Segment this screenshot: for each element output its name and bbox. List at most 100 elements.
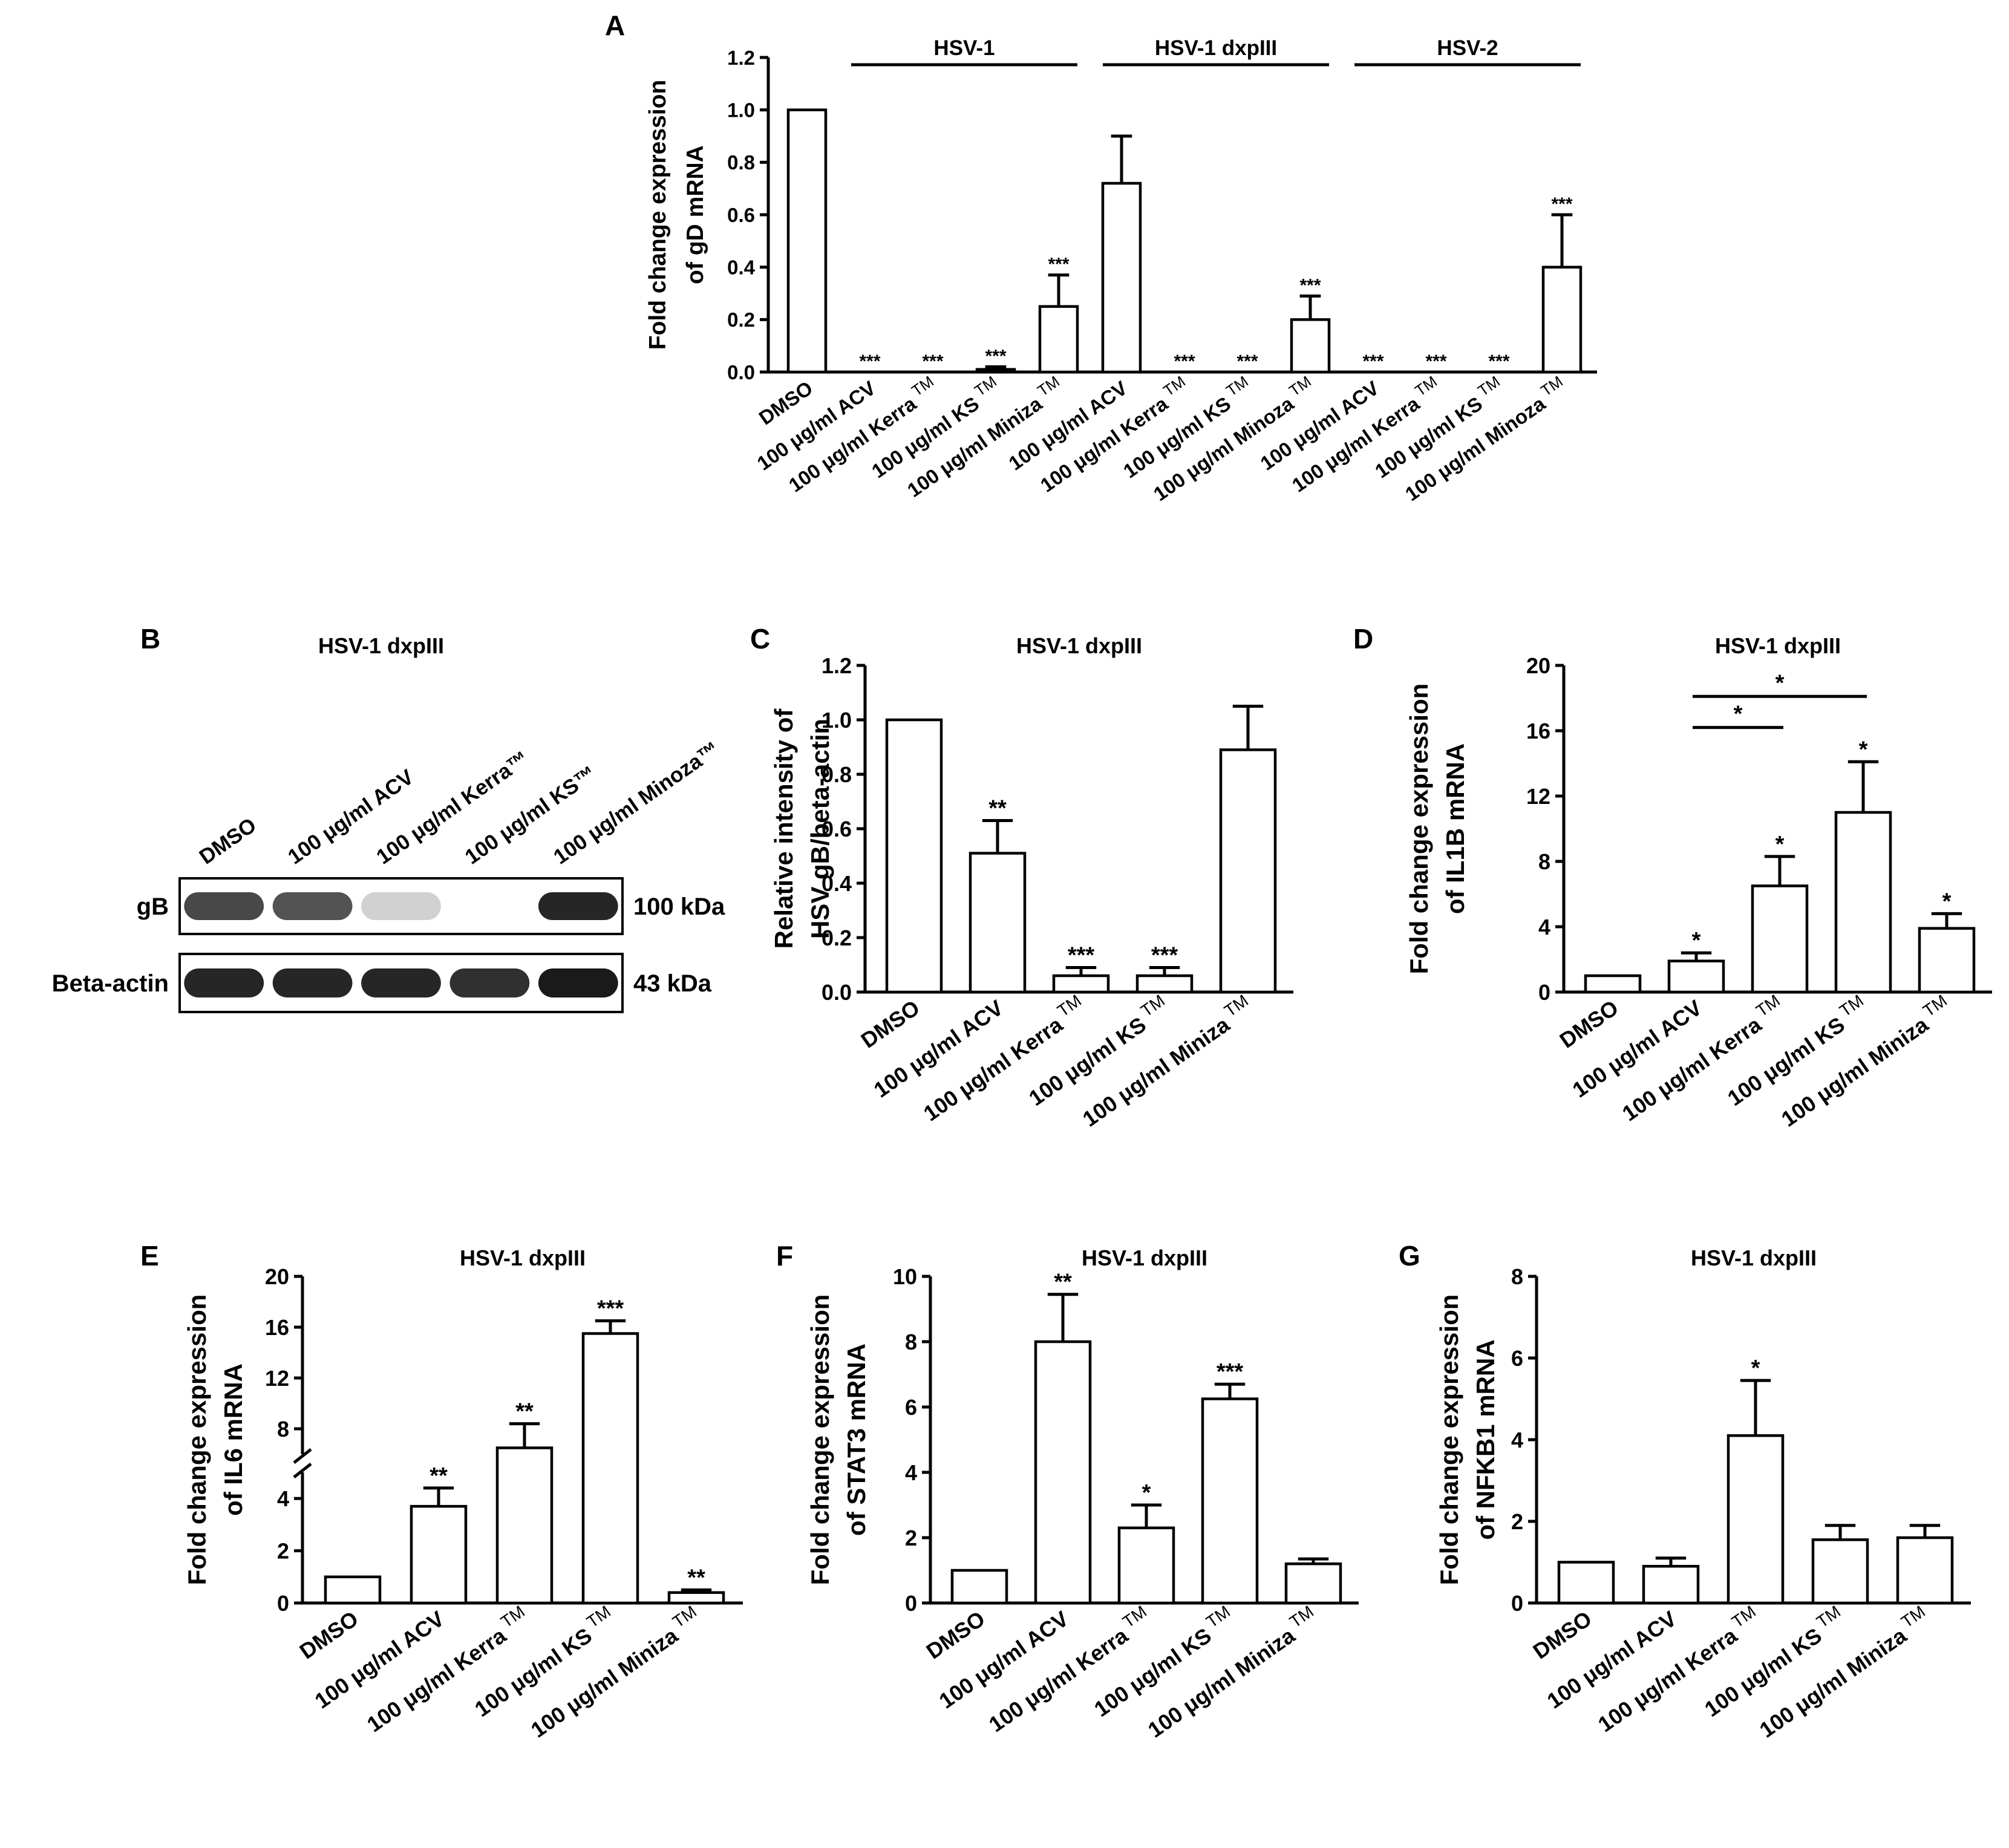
bar [950, 1569, 1008, 1605]
trademark-mark: TM [1919, 991, 1950, 1020]
significance-marker: ** [515, 1399, 534, 1425]
x-tick-label-text: 100 μg/ml Kerra [362, 1622, 511, 1737]
blot-band [449, 968, 530, 997]
x-tick-label: 100 μg/ml KSTM [1021, 991, 1174, 1111]
bar [975, 368, 1016, 374]
trademark-mark: TM [1475, 373, 1503, 400]
y-tick-label: 16 [265, 1315, 289, 1340]
blot-row-label: gB [137, 893, 169, 920]
y-tick-label: 12 [265, 1366, 289, 1391]
blot-lane-label: DMSO [195, 813, 260, 869]
panel-letter-c: C [750, 623, 770, 655]
y-tick-label: 0.4 [727, 256, 756, 279]
y-axis-label: Fold change expression [1405, 684, 1433, 975]
bar [1101, 181, 1142, 374]
y-tick-label: 10 [893, 1264, 917, 1289]
significance-marker: *** [1488, 351, 1509, 371]
y-axis-label: of gD mRNA [682, 145, 708, 284]
y-tick-label: 0 [277, 1591, 289, 1616]
x-tick-label-text: 100 μg/ml Miniza [1078, 1011, 1235, 1131]
panel-letter-g: G [1399, 1240, 1420, 1272]
trademark-mark: TM [1223, 373, 1252, 400]
panel-letter-f: F [776, 1240, 793, 1272]
comparison-significance: * [1775, 670, 1785, 696]
y-tick-label: 20 [265, 1264, 289, 1289]
bar [1290, 318, 1331, 374]
x-tick-label: 100 μg/ml KSTM [1720, 991, 1873, 1111]
bar [581, 1332, 639, 1605]
trademark-mark: TM [1728, 1602, 1759, 1631]
blot-band [184, 968, 264, 997]
bar [1896, 1536, 1954, 1605]
x-tick-label: DMSO [1529, 1606, 1596, 1664]
significance-marker: *** [922, 351, 943, 371]
x-tick-label-text: 100 μg/ml Kerra [984, 1622, 1133, 1737]
x-tick-label-text: 100 μg/ml Miniza [1755, 1622, 1912, 1742]
blot-lane-label: 100 μg/ml Minoza™ [549, 737, 724, 869]
y-tick-label: 0.6 [727, 204, 755, 226]
y-tick-label: 1.0 [822, 708, 852, 733]
significance-marker: *** [597, 1296, 624, 1322]
x-tick-label: DMSO [295, 1606, 363, 1664]
bar [1219, 748, 1277, 994]
y-tick-label: 0.8 [727, 151, 755, 174]
x-tick-label-text: DMSO [857, 995, 924, 1053]
y-tick-label: 0.2 [822, 926, 852, 950]
trademark-mark: TM [1412, 373, 1440, 400]
trademark-mark: TM [1538, 373, 1566, 400]
trademark-mark: TM [1034, 373, 1063, 400]
y-axis-label: Fold change expression [645, 80, 671, 350]
bar [1117, 1526, 1175, 1605]
significance-marker: * [1692, 928, 1701, 953]
y-axis-label: of NFKB1 mRNA [1471, 1339, 1500, 1539]
y-tick-label: 0 [1511, 1591, 1523, 1616]
chart-panel-c: HSV-1 dxpIII 0.0 0.2 0.4 0.6 0.8 1.0 1.2 Relativ… [769, 633, 1293, 1132]
bar [786, 108, 828, 374]
trademark-mark: TM [1054, 991, 1085, 1020]
significance-marker: *** [1362, 351, 1383, 371]
y-tick-label: 0.0 [727, 361, 755, 384]
significance-marker: *** [1425, 351, 1446, 371]
y-tick-label: 0.2 [727, 309, 755, 331]
blot-band [272, 968, 353, 997]
y-axis-label: of IL6 mRNA [219, 1363, 247, 1516]
significance-marker: *** [1174, 351, 1195, 371]
trademark-mark: TM [1160, 373, 1189, 400]
y-tick-label: 4 [1538, 915, 1550, 939]
trademark-mark: TM [1898, 1602, 1929, 1631]
x-tick-label-text: DMSO [1529, 1606, 1596, 1664]
y-tick-label: 2 [277, 1539, 289, 1564]
y-tick-label: 0 [905, 1591, 917, 1616]
significance-marker: *** [1551, 194, 1572, 214]
significance-marker: *** [1151, 943, 1178, 968]
trademark-mark: TM [497, 1602, 528, 1631]
significance-marker: *** [859, 351, 880, 371]
bar [667, 1591, 725, 1605]
trademark-mark: TM [1119, 1602, 1150, 1631]
x-tick-label: 100 μg/ml KSTM [1697, 1602, 1850, 1722]
significance-marker: *** [985, 346, 1006, 366]
y-axis-label: Relative intensity of [769, 708, 798, 949]
trademark-mark: TM [1221, 991, 1252, 1020]
bar [1541, 266, 1583, 374]
significance-marker: * [1751, 1356, 1760, 1381]
bar [1284, 1562, 1342, 1605]
trademark-mark: TM [1836, 991, 1867, 1020]
bar [1135, 974, 1194, 994]
significance-marker: * [1142, 1480, 1151, 1506]
bar [1038, 305, 1079, 374]
panel-letter-b: B [140, 623, 160, 655]
group-label: HSV-2 [1437, 36, 1498, 60]
x-tick-label-text: 100 μg/ml Kerra [919, 1011, 1068, 1126]
y-tick-label: 6 [1511, 1346, 1523, 1371]
axis-break-mark [293, 1463, 312, 1478]
group-label: HSV-1 dxpIII [1155, 36, 1277, 60]
y-tick-label: 4 [1511, 1428, 1523, 1452]
y-tick-label: 1.2 [822, 653, 852, 678]
trademark-mark: TM [972, 373, 1000, 400]
y-tick-label: 6 [905, 1395, 917, 1420]
significance-marker: *** [1217, 1359, 1244, 1385]
bar [885, 718, 943, 994]
x-tick-label-text: 100 μg/ml Kerra [1618, 1011, 1766, 1126]
